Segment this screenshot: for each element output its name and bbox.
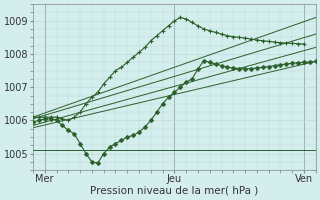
X-axis label: Pression niveau de la mer( hPa ): Pression niveau de la mer( hPa ) bbox=[90, 186, 259, 196]
